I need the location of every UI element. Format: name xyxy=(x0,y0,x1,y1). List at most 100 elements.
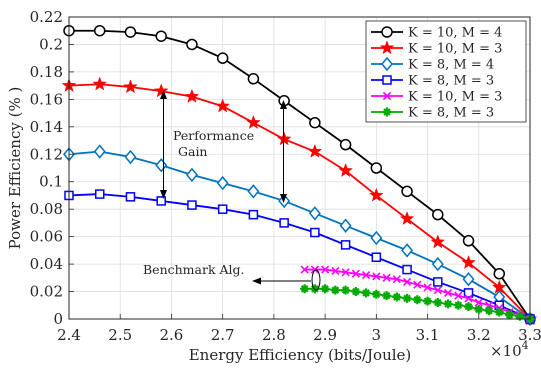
data-point xyxy=(185,167,198,183)
data-point xyxy=(156,196,166,206)
performance-gain-label-line2: Gain xyxy=(178,144,208,159)
data-point xyxy=(310,227,320,238)
data-point xyxy=(351,269,360,278)
data-point xyxy=(370,230,383,246)
data-point xyxy=(93,24,106,37)
data-point xyxy=(362,271,371,280)
series-1 xyxy=(61,76,538,326)
series-0 xyxy=(63,24,536,325)
data-point xyxy=(217,204,228,214)
data-point xyxy=(186,38,198,51)
data-point xyxy=(338,163,353,177)
y-tick-label: 0.12 xyxy=(30,145,63,163)
y-tick-label: 0.18 xyxy=(30,63,63,81)
gain-arrow-right-head-top xyxy=(280,100,287,109)
data-point xyxy=(94,189,105,199)
data-point xyxy=(464,302,474,312)
data-point xyxy=(310,265,319,274)
series-layer xyxy=(61,24,538,327)
data-point xyxy=(493,267,506,280)
legend-label: K = 10, M = 4 xyxy=(408,26,502,41)
legend-entry: K = 8, M = 3 xyxy=(371,106,494,121)
data-point xyxy=(392,292,402,302)
legend-marker xyxy=(381,56,393,72)
data-point xyxy=(216,52,229,64)
legend-label: K = 8, M = 3 xyxy=(408,106,494,121)
data-point xyxy=(320,284,330,294)
data-point xyxy=(372,272,381,281)
data-point xyxy=(433,298,443,308)
data-point xyxy=(247,184,260,199)
data-point xyxy=(340,240,351,250)
data-point xyxy=(321,265,330,274)
legend-marker xyxy=(382,91,392,101)
legend-label: K = 8, M = 3 xyxy=(408,74,494,89)
series-5 xyxy=(300,284,535,324)
legend-marker xyxy=(379,40,395,55)
data-point xyxy=(515,311,525,321)
data-point xyxy=(339,218,352,233)
legend-marker xyxy=(382,75,392,85)
y-tick-label: 0.06 xyxy=(30,228,63,246)
benchmark-arrow-head xyxy=(252,277,261,285)
legend-box xyxy=(365,20,527,123)
y-tick-label: 0.02 xyxy=(30,283,63,301)
data-point xyxy=(310,284,320,294)
data-point xyxy=(403,277,412,287)
data-point xyxy=(433,277,443,287)
legend-marker xyxy=(382,107,392,117)
data-point xyxy=(443,288,453,297)
legend-entry: K = 10, M = 3 xyxy=(371,40,502,57)
data-point xyxy=(474,298,483,307)
data-point xyxy=(505,310,515,320)
data-point xyxy=(184,88,200,103)
plot-frame xyxy=(68,16,531,320)
data-point xyxy=(123,79,138,94)
performance-gain-annotation: Performance Gain xyxy=(160,90,287,203)
data-point xyxy=(402,264,412,275)
benchmark-ellipse xyxy=(311,269,321,291)
data-point xyxy=(279,218,289,228)
data-point xyxy=(433,286,442,295)
y-tick-label: 0.22 xyxy=(30,8,63,26)
data-point xyxy=(368,187,384,202)
data-point xyxy=(300,265,309,274)
legend-entry: K = 8, M = 3 xyxy=(371,74,494,89)
series-line xyxy=(68,150,531,320)
x-tick-label: 2.4 xyxy=(57,326,81,344)
data-point xyxy=(371,289,381,299)
data-point xyxy=(423,296,433,306)
x-tick-label: 2.7 xyxy=(211,326,235,344)
data-point xyxy=(401,185,413,198)
y-tick-label: 0.04 xyxy=(30,255,63,273)
legend-marker xyxy=(381,26,393,38)
series-line xyxy=(68,83,531,320)
x-tick-label: 3.2 xyxy=(467,326,491,344)
data-point xyxy=(399,211,415,226)
data-point xyxy=(351,287,361,297)
legend-entry: K = 8, M = 4 xyxy=(371,56,494,73)
series-line xyxy=(69,29,531,320)
x-tick-label: 2.9 xyxy=(313,326,337,344)
data-point xyxy=(248,209,259,220)
data-point xyxy=(216,175,229,191)
legend-label: K = 8, M = 4 xyxy=(408,58,494,73)
data-point xyxy=(401,243,414,258)
data-point xyxy=(454,291,463,300)
benchmark-annotation: Benchmark Alg. xyxy=(143,262,321,291)
y-tick-label: 0 xyxy=(53,310,63,328)
data-point xyxy=(92,76,108,91)
x-tick-label: 2.8 xyxy=(262,326,286,344)
benchmark-label: Benchmark Alg. xyxy=(143,262,245,277)
y-tick-label: 0.14 xyxy=(30,118,63,136)
data-point xyxy=(371,252,382,262)
performance-gain-label-line1: Performance xyxy=(173,128,254,143)
data-point xyxy=(412,295,422,305)
data-point xyxy=(461,254,476,269)
data-point xyxy=(307,143,323,158)
axis-ticks: 2.4 2.5 2.6 2.7 2.8 2.9 3 3.1 3.2 3.3 0 0.02 0.04 0.0… xyxy=(30,8,541,344)
data-point xyxy=(153,83,169,98)
legend: K = 10, M = 4K = 10, M = 3K = 8, M = 4K … xyxy=(365,20,527,123)
data-point xyxy=(462,235,475,247)
data-point xyxy=(339,138,352,151)
